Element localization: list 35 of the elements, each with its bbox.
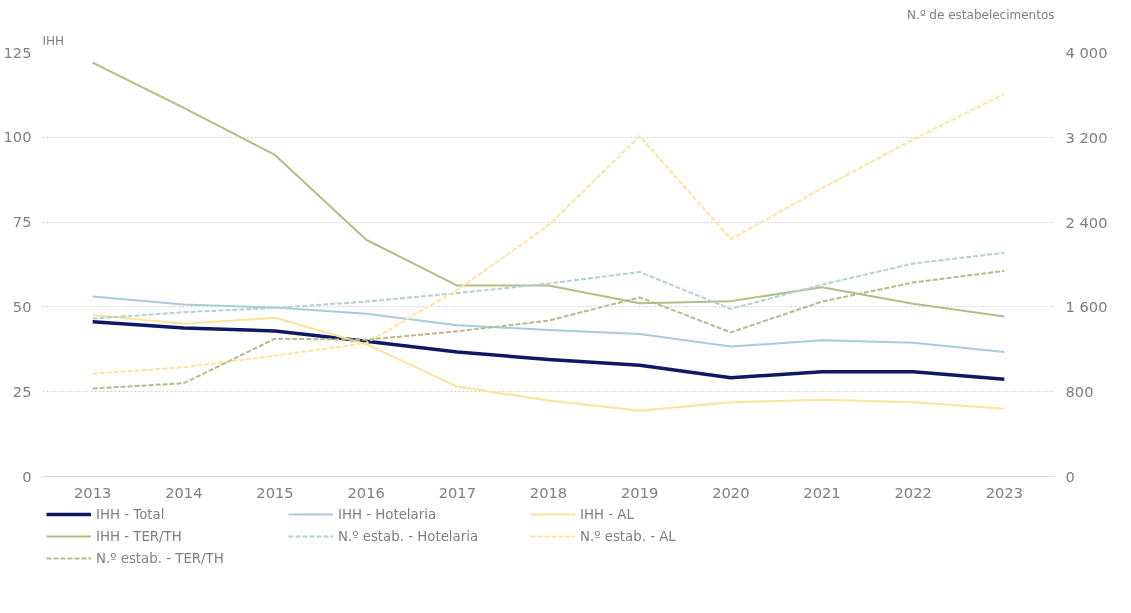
y2-tick-label: 3 200: [1065, 128, 1108, 146]
y-tick-label: 25: [12, 382, 32, 400]
x-tick-label: 2015: [256, 483, 294, 501]
legend-label: N.º estab. - TER/TH: [96, 550, 225, 566]
x-tick-label: 2019: [621, 483, 659, 501]
x-tick-label: 2013: [73, 483, 112, 501]
line-series: [91, 251, 1006, 320]
legend-label: IHH - TER/TH: [96, 528, 183, 544]
line-series: [90, 320, 1007, 381]
y-tick-label: 0: [22, 467, 32, 485]
x-tick-label: 2017: [438, 483, 476, 501]
x-tick-label: 2016: [347, 483, 385, 501]
line-series: [91, 295, 1006, 354]
legend-label: N.º estab. - Hotelaria: [338, 528, 480, 544]
y2-tick-label: 0: [1065, 468, 1075, 485]
y2-tick-label: 800: [1065, 383, 1094, 401]
y-tick-label: 50: [12, 297, 32, 315]
x-tick-label: 2018: [529, 483, 568, 501]
y2-tick-label: 4 000: [1065, 44, 1108, 61]
y-tick-label: 125: [3, 43, 32, 61]
x-tick-label: 2023: [985, 483, 1024, 501]
y-tick-label: 75: [12, 213, 32, 231]
x-tick-label: 2021: [803, 483, 841, 501]
y2-axis-title: N.º de estabelecimentos: [907, 7, 1055, 22]
x-tick-label: 2020: [712, 483, 750, 501]
legend-label: IHH - Hotelaria: [338, 506, 438, 522]
y-axis-title: IHH: [42, 33, 65, 48]
y2-tick-label: 2 400: [1065, 213, 1108, 231]
legend-label: N.º estab. - AL: [580, 528, 677, 544]
legend-label: IHH - AL: [580, 506, 635, 522]
x-tick-label: 2022: [894, 483, 932, 501]
y2-tick-label: 1 600: [1065, 298, 1108, 316]
y-tick-label: 100: [3, 128, 32, 146]
legend-label: IHH - Total: [96, 506, 166, 522]
x-tick-label: 2014: [165, 483, 203, 501]
